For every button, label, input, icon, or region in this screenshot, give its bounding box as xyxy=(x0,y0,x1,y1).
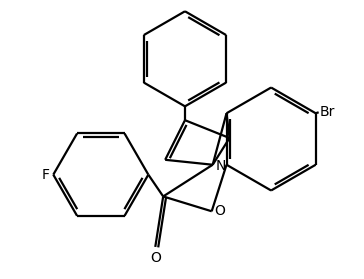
Text: O: O xyxy=(150,251,161,265)
Text: F: F xyxy=(41,168,50,182)
Text: O: O xyxy=(215,204,226,218)
Text: Br: Br xyxy=(320,105,335,119)
Text: N: N xyxy=(215,159,226,173)
